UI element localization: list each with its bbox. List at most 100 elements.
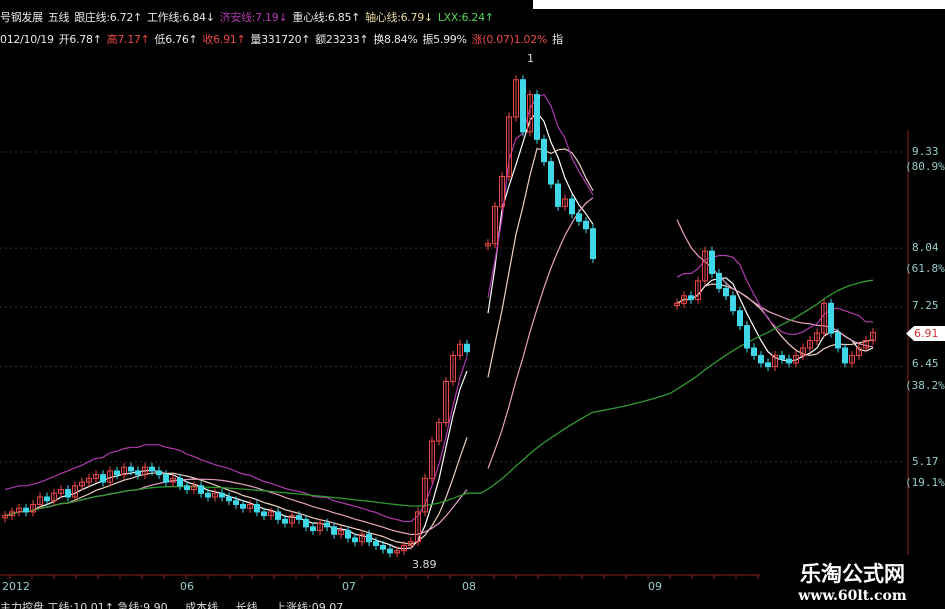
candle-down [842, 347, 848, 364]
candle-down [233, 500, 239, 505]
candle-down [275, 511, 281, 520]
header-value: 012/10/19 [0, 33, 54, 46]
y-tick-label: 9.33 [912, 145, 939, 158]
candle-down [758, 354, 764, 364]
candle-up [499, 176, 505, 207]
candle-up [58, 489, 64, 494]
candle-down [688, 295, 694, 301]
header-value: 五线 [47, 11, 70, 24]
candle-up [142, 466, 148, 476]
candle-up [247, 503, 253, 509]
candle-up [443, 381, 449, 423]
candle-up [807, 340, 813, 349]
candle-down [44, 496, 50, 502]
ma5-line [4, 370, 468, 550]
candle-down [576, 213, 582, 222]
candle-up [821, 302, 827, 334]
candle-down [464, 343, 470, 353]
candle-up [338, 530, 344, 535]
y-tick-label: 6.45 [912, 357, 939, 370]
candle-up [107, 470, 113, 483]
candle-up [695, 280, 701, 301]
x-tick-label: 2012 [2, 580, 30, 593]
y-tick-pct: (80.9%) [905, 160, 945, 173]
last-price-marker: 6.91 [906, 326, 945, 341]
header-value: 换8.84% [373, 33, 418, 46]
candle-down [716, 272, 722, 289]
candle-up [121, 466, 127, 476]
candle-up [394, 550, 400, 554]
candle-down [226, 496, 232, 502]
header-value: 工作线:6.84↓ [146, 11, 215, 24]
header-value: 收6.91↑ [202, 33, 246, 46]
upper-band-line [676, 254, 874, 335]
candle-down [65, 489, 71, 498]
candle-up [415, 511, 421, 543]
candle-down [156, 470, 162, 476]
candle-down [114, 470, 120, 476]
candle-up [16, 507, 22, 513]
header-value: 济安线:7.19↓ [219, 11, 288, 24]
candle-up [2, 515, 8, 519]
candle-up [170, 477, 176, 483]
ma5-line [487, 111, 594, 314]
candle-up [37, 496, 43, 505]
candle-down [254, 503, 260, 513]
header-value: 跟庄线:6.72↑ [74, 11, 142, 24]
candle-up [72, 485, 78, 498]
candle-down [737, 310, 743, 327]
candle-up [359, 533, 365, 543]
candle-down [261, 511, 267, 517]
y-tick-pct: (38.2%) [905, 379, 945, 392]
candle-down [548, 161, 554, 185]
candle-up [268, 511, 274, 517]
candle-up [86, 477, 92, 483]
x-tick-label: 09 [648, 580, 662, 593]
y-tick-pct: (61.8%) [905, 262, 945, 275]
candle-down [331, 526, 337, 535]
candle-up [849, 354, 855, 364]
header-value: 开6.78↑ [58, 33, 102, 46]
candle-up [485, 243, 491, 247]
candle-up [674, 302, 680, 307]
candle-down [310, 526, 316, 532]
candle-down [352, 537, 358, 543]
bottom-indicator-line: 主力控盘 工线:10.01↑ 急线:9.90 ... 成本线 ... 长线 ..… [0, 601, 344, 609]
candle-up [562, 198, 568, 207]
candle-down [590, 228, 596, 260]
header-value: 高7.17↑ [106, 33, 150, 46]
y-tick-label: 7.25 [912, 299, 939, 312]
candle-down [303, 518, 309, 528]
upper-band-line [4, 356, 468, 523]
candle-up [814, 332, 820, 342]
candle-up [527, 94, 533, 133]
ma10-line [4, 437, 468, 545]
candle-up [513, 79, 519, 118]
ma10-line [487, 147, 594, 378]
candle-down [835, 332, 841, 349]
candle-up [30, 503, 36, 513]
header-value: 量331720↑ [250, 33, 311, 46]
candle-down [282, 518, 288, 524]
candle-down [387, 548, 393, 554]
header-value: LXX:6.24↑ [437, 11, 494, 24]
candle-down [163, 474, 169, 483]
candle-up [681, 295, 687, 304]
watermark-url: www.60lt.com [798, 588, 907, 604]
candle-up [772, 354, 778, 368]
candle-down [555, 183, 561, 207]
candle-down [149, 466, 155, 472]
candle-up [51, 492, 57, 502]
candle-up [401, 544, 407, 552]
candle-down [786, 358, 792, 364]
candle-up [793, 354, 799, 364]
candle-up [856, 347, 862, 356]
header-value: 指 [552, 33, 563, 46]
y-tick-label: 8.04 [912, 241, 939, 254]
x-tick-label: 06 [180, 580, 194, 593]
candle-down [135, 470, 141, 476]
candle-up [506, 116, 512, 178]
candle-up [702, 250, 708, 282]
quote-values-line: 012/10/19 开6.78↑ 高7.17↑ 低6.76↑ 收6.91↑ 量331720… [0, 31, 568, 47]
